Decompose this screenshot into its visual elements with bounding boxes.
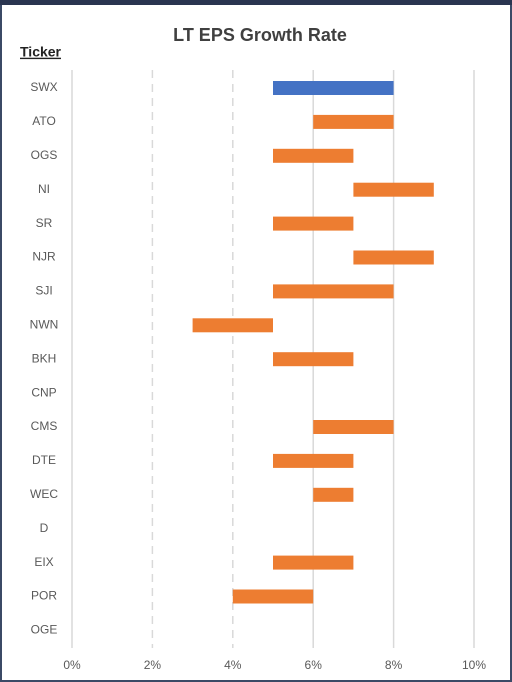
- y-tick-label: ATO: [32, 114, 56, 128]
- top-bar: [0, 0, 512, 5]
- x-tick-label: 6%: [305, 658, 323, 672]
- bar: [273, 453, 354, 468]
- chart-title: LT EPS Growth Rate: [173, 25, 347, 45]
- y-tick-label: EIX: [34, 555, 53, 569]
- bar: [273, 81, 394, 95]
- bar: [273, 352, 354, 367]
- bar: [353, 250, 434, 265]
- y-tick-label: NJR: [32, 250, 56, 264]
- y-tick-label: DTE: [32, 453, 56, 467]
- bar: [313, 487, 354, 502]
- y-tick-label: SR: [36, 216, 53, 230]
- y-tick-label: OGE: [31, 623, 58, 637]
- bar: [313, 420, 394, 434]
- x-tick-label: 0%: [63, 658, 81, 672]
- y-tick-label: SJI: [35, 284, 52, 298]
- y-tick-label: POR: [31, 589, 57, 603]
- bar: [273, 148, 354, 163]
- bar: [313, 114, 394, 129]
- bar: [273, 216, 354, 231]
- x-tick-label: 8%: [385, 658, 403, 672]
- x-tick-label: 4%: [224, 658, 242, 672]
- x-tick-label: 2%: [144, 658, 162, 672]
- y-tick-label: CMS: [31, 419, 58, 433]
- y-tick-label: WEC: [30, 487, 58, 501]
- y-tick-label: NI: [38, 182, 50, 196]
- y-axis-label: Ticker: [20, 44, 62, 60]
- bar: [273, 555, 354, 570]
- bar: [353, 182, 434, 197]
- y-tick-label: SWX: [30, 80, 57, 94]
- bar: [232, 589, 314, 604]
- bar: [273, 284, 394, 299]
- y-tick-label: D: [40, 521, 49, 535]
- x-tick-label: 10%: [462, 658, 486, 672]
- y-tick-label: CNP: [31, 385, 56, 399]
- y-tick-label: BKH: [32, 351, 57, 365]
- y-tick-label: OGS: [31, 148, 58, 162]
- y-tick-label: NWN: [30, 317, 59, 331]
- bar: [192, 318, 273, 333]
